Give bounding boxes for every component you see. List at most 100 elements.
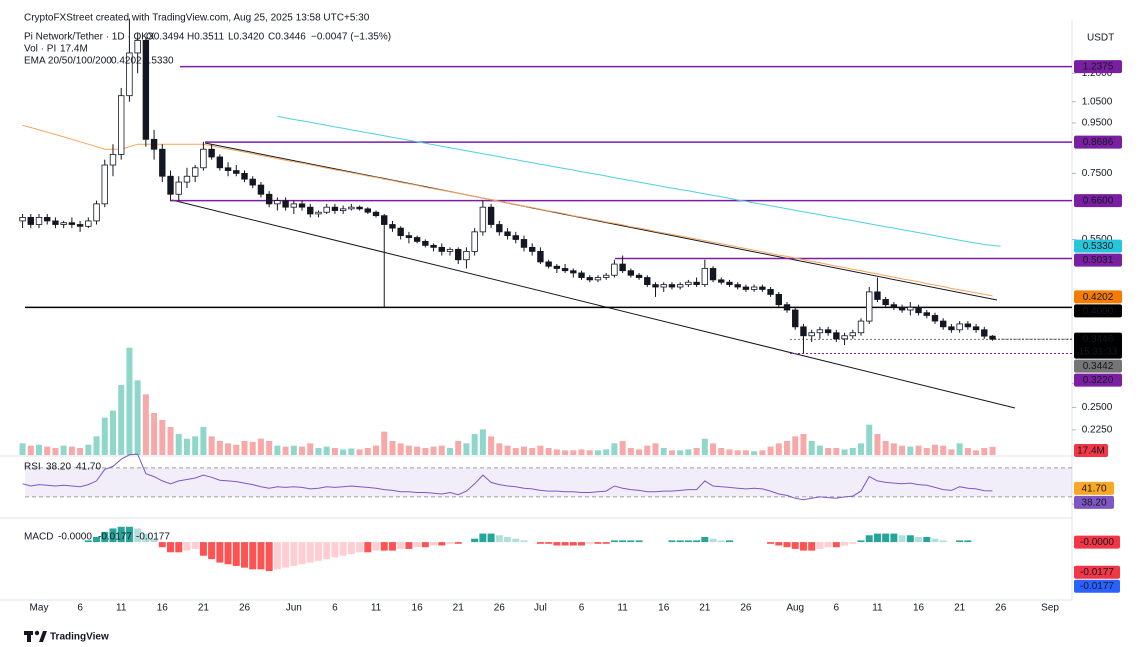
macd-hist-bar	[298, 542, 306, 565]
y-tick-label: 0.7500	[1082, 168, 1113, 179]
volume-bar	[200, 427, 207, 455]
x-tick-label: Aug	[786, 603, 804, 614]
ohlc-close: C0.3446	[268, 32, 306, 43]
volume-badge-label: 17.4M	[1077, 445, 1105, 456]
volume-bar	[570, 450, 577, 455]
candle-body	[479, 206, 487, 233]
candle-body	[915, 306, 922, 314]
candle-body	[545, 261, 552, 267]
macd-hist-bar	[117, 526, 125, 543]
volume-bar	[619, 441, 626, 455]
volume-bar	[373, 445, 380, 455]
axis-badge	[1074, 290, 1122, 304]
volume-bar	[792, 436, 799, 455]
macd-hist-bar	[717, 540, 725, 543]
candle-body	[101, 164, 108, 205]
candle-body	[76, 224, 84, 227]
logo-part	[34, 630, 40, 636]
volume-bar	[964, 448, 971, 455]
macd-hist-bar	[709, 538, 717, 543]
vol-value: 17.4M	[60, 44, 88, 55]
axis-badge-label: -0.0177	[1080, 567, 1114, 578]
macd-hist-bar	[684, 540, 692, 543]
macd-hist-bar	[175, 542, 183, 553]
candle-body	[200, 148, 207, 169]
candle-body	[652, 284, 659, 288]
volume-bar	[307, 443, 314, 455]
volume-bar	[282, 446, 289, 455]
candle-body	[167, 175, 174, 195]
candle-body	[265, 193, 273, 205]
macd-hist-bar	[471, 538, 479, 543]
macd-hist-bar	[142, 533, 150, 543]
axis-badge-label: 38.20	[1081, 497, 1106, 508]
x-tick-label: 6	[332, 603, 338, 614]
macd-hist-bar	[783, 542, 791, 548]
candle-body	[857, 320, 865, 334]
volume-bar	[841, 449, 848, 455]
trend-line	[204, 142, 998, 301]
macd-hist-bar	[857, 540, 865, 543]
y-tick-label: 1.0500	[1082, 96, 1113, 107]
candle-body	[660, 284, 667, 288]
volume-bar	[167, 427, 174, 455]
macd-hist-bar	[890, 533, 898, 543]
volume-bar	[60, 445, 67, 455]
candle-body	[471, 231, 478, 252]
ohlc-open: O0.3494	[146, 32, 185, 43]
macd-hist-bar	[923, 536, 931, 543]
macd-hist-bar	[134, 528, 142, 543]
candle-body	[783, 304, 791, 311]
candle-body	[446, 248, 454, 252]
macd-hist-bar	[199, 542, 207, 556]
x-tick-label: Jul	[534, 603, 547, 614]
candle-body	[907, 306, 914, 311]
candle-body	[676, 284, 684, 288]
axis-badge	[1074, 565, 1120, 579]
rsi-band	[25, 467, 1072, 497]
volume-bar	[77, 448, 84, 455]
candle-body	[841, 335, 848, 340]
volume-bar	[890, 443, 897, 455]
candle-body	[142, 39, 150, 140]
macd-hist-bar	[339, 542, 347, 556]
axis-badge	[1074, 495, 1114, 509]
volume-bar	[685, 449, 692, 455]
volume-bar	[142, 394, 149, 455]
macd-hist-bar	[791, 542, 799, 549]
volume-bar	[315, 448, 322, 455]
x-tick-label: 26	[494, 603, 506, 614]
macd-hist-bar	[906, 535, 914, 543]
volume-bar	[397, 443, 404, 455]
macd-hist-bar	[495, 535, 503, 543]
macd-hist-bar	[183, 542, 191, 551]
volume-bar	[956, 443, 963, 455]
volume-bar	[496, 443, 503, 455]
macd-hist-bar	[487, 533, 495, 543]
volume-bar	[85, 444, 92, 455]
volume-bar	[553, 449, 560, 455]
macd-hist-bar	[553, 542, 561, 546]
candle-body	[208, 148, 215, 158]
candle-body	[964, 323, 972, 328]
volume-bar	[874, 434, 881, 455]
candle-body	[257, 184, 265, 195]
ema-value: 0.5330	[143, 56, 174, 67]
panes	[0, 20, 1073, 601]
macd-hist-bar	[693, 540, 701, 543]
volume-bar	[808, 441, 815, 455]
axis-badge	[1074, 135, 1122, 149]
candle-body	[175, 181, 182, 195]
candle-body	[635, 274, 643, 278]
macd-hist-bar	[882, 533, 890, 543]
x-tick-label: 6	[579, 603, 585, 614]
volume-bar	[257, 438, 264, 455]
volume-bar	[759, 450, 766, 455]
volume-bar	[775, 443, 782, 455]
ohlc-low: L0.3420	[228, 32, 265, 43]
macd-hist-bar	[380, 542, 388, 551]
currency: USDT	[1087, 33, 1114, 44]
volume-bar	[488, 436, 495, 455]
macd-hist-value: -0.0000	[58, 532, 92, 543]
